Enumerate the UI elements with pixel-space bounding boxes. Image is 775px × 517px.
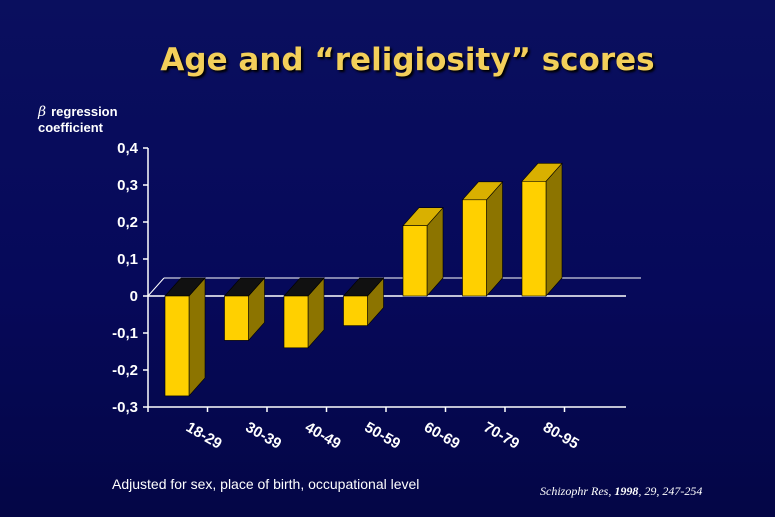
y-tick-label: 0,4: [117, 140, 139, 157]
y-tick-label: 0: [130, 288, 138, 305]
x-category-label: 30-39: [243, 419, 285, 453]
x-category-label: 50-59: [362, 419, 404, 453]
y-axis-label-line2: coefficient: [38, 120, 104, 135]
y-axis-label: β regression coefficient: [38, 104, 118, 136]
zero-plane-side-line: [147, 277, 165, 297]
bar: [462, 199, 487, 297]
y-axis-label-line1: regression: [51, 104, 118, 119]
footnote: Adjusted for sex, place of birth, occupa…: [112, 476, 420, 492]
bar: [521, 181, 547, 297]
chart-title: Age and “religiosity” scores: [160, 42, 655, 78]
x-category-label: 70-79: [481, 419, 523, 453]
bar-side: [486, 181, 503, 297]
citation-journal: Schizophr Res,: [540, 484, 612, 498]
x-category-label: 40-49: [302, 419, 344, 453]
bar: [224, 295, 249, 341]
bar: [402, 225, 428, 297]
bar-side: [545, 162, 563, 297]
bar: [164, 295, 190, 397]
y-tick-label: 0,2: [117, 214, 138, 231]
x-category-label: 18-29: [183, 419, 225, 453]
x-category-label: 80-95: [540, 419, 582, 453]
y-tick-label: 0,3: [117, 177, 138, 194]
bar-side: [188, 277, 206, 397]
y-tick-label: 0,1: [117, 251, 138, 268]
y-tick-label: -0,1: [112, 325, 138, 342]
beta-symbol: β: [38, 104, 47, 120]
y-tick-label: -0,2: [112, 362, 138, 379]
citation-year: 1998: [614, 484, 639, 498]
x-category-label: 60-69: [421, 419, 463, 453]
citation-rest: , 29, 247-254: [638, 484, 703, 498]
bar: [283, 295, 309, 349]
y-tick-label: -0,3: [112, 399, 138, 416]
citation: Schizophr Res, 1998, 29, 247-254: [540, 484, 702, 499]
bar: [343, 295, 368, 326]
